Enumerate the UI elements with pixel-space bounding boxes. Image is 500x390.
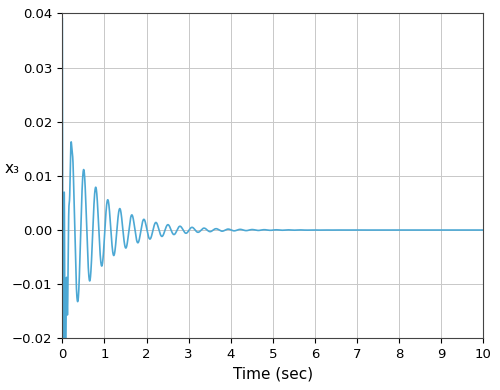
Y-axis label: x₃: x₃ — [4, 161, 20, 176]
X-axis label: Time (sec): Time (sec) — [232, 367, 313, 382]
